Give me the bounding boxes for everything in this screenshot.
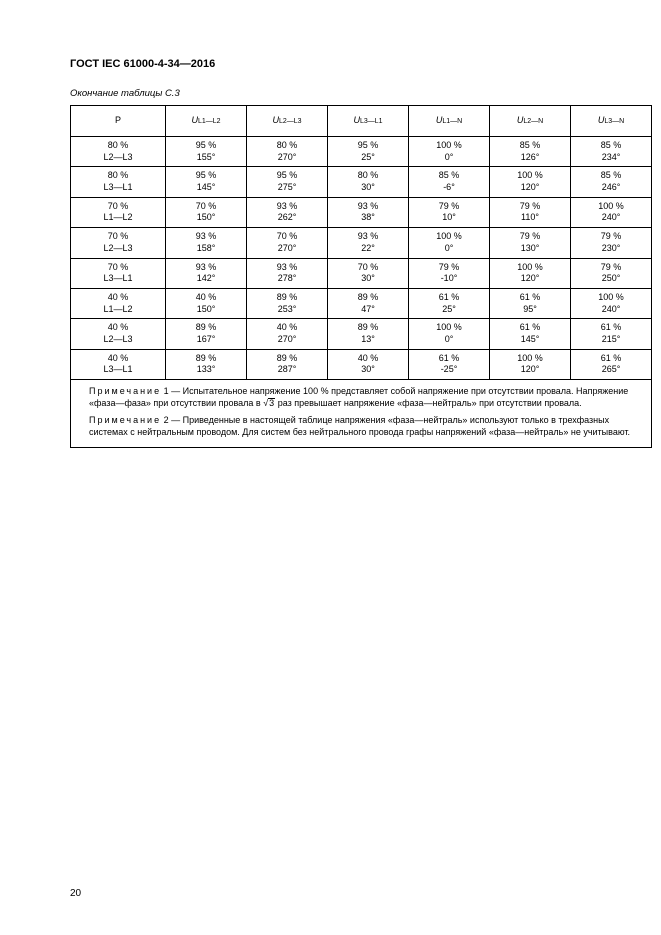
table-cell: 79 %-10°	[409, 258, 490, 288]
table-cell: 61 %-25°	[409, 349, 490, 379]
table-row: 80 %L3—L195 %145°95 %275°80 %30°85 %-6°1…	[71, 167, 652, 197]
header-u1: UL1—L2	[166, 106, 247, 137]
table-cell: 93 %262°	[247, 197, 328, 227]
table-cell: 93 %278°	[247, 258, 328, 288]
table-cell: 100 %120°	[490, 167, 571, 197]
table-cell: 95 %155°	[166, 137, 247, 167]
table-cell: 79 %230°	[571, 228, 652, 258]
table-cell: 79 %10°	[409, 197, 490, 227]
header-u5: UL2—N	[490, 106, 571, 137]
table-cell: 61 %145°	[490, 319, 571, 349]
table-cell: 61 %95°	[490, 288, 571, 318]
header-u3: UL3—L1	[328, 106, 409, 137]
table-cell: 95 %25°	[328, 137, 409, 167]
table-cell: 70 %270°	[247, 228, 328, 258]
table-cell: 70 %150°	[166, 197, 247, 227]
row-label: 40 %L1—L2	[71, 288, 166, 318]
table-cell: 93 %38°	[328, 197, 409, 227]
note1-body-b: раз превышает напряжение «фаза—ней­траль…	[275, 398, 581, 408]
header-u6: UL3—N	[571, 106, 652, 137]
table-row: 70 %L2—L393 %158°70 %270°93 %22°100 %0°7…	[71, 228, 652, 258]
table-cell: 93 %158°	[166, 228, 247, 258]
header-u2: UL2—L3	[247, 106, 328, 137]
note1-num: 1 —	[161, 386, 183, 396]
table-cell: 85 %246°	[571, 167, 652, 197]
table-cell: 89 %253°	[247, 288, 328, 318]
note2-lead: Примечание	[89, 415, 161, 425]
table-cell: 79 %250°	[571, 258, 652, 288]
table-row: 40 %L1—L240 %150°89 %253°89 %47°61 %25°6…	[71, 288, 652, 318]
table-cell: 61 %215°	[571, 319, 652, 349]
table-cell: 70 %30°	[328, 258, 409, 288]
note2-num: 2 —	[161, 415, 183, 425]
table-cell: 85 %234°	[571, 137, 652, 167]
table-cell: 79 %130°	[490, 228, 571, 258]
table-continuation-label: Окончание таблицы С.3	[70, 88, 613, 99]
header-p: P	[71, 106, 166, 137]
table-cell: 100 %240°	[571, 288, 652, 318]
row-label: 70 %L1—L2	[71, 197, 166, 227]
table-row: 40 %L2—L389 %167°40 %270°89 %13°100 %0°6…	[71, 319, 652, 349]
table-cell: 61 %25°	[409, 288, 490, 318]
document-header: ГОСТ IEC 61000-4-34—2016	[70, 58, 613, 70]
table-notes: Примечание 1 — Испытательное напряжение …	[71, 380, 652, 448]
table-cell: 61 %265°	[571, 349, 652, 379]
row-label: 80 %L3—L1	[71, 167, 166, 197]
table-cell: 89 %133°	[166, 349, 247, 379]
table-cell: 93 %142°	[166, 258, 247, 288]
table-header-row: P UL1—L2 UL2—L3 UL3—L1 UL1—N UL2—N UL3—N	[71, 106, 652, 137]
row-label: 40 %L3—L1	[71, 349, 166, 379]
table-row: 80 %L2—L395 %155°80 %270°95 %25°100 %0°8…	[71, 137, 652, 167]
table-cell: 100 %0°	[409, 319, 490, 349]
table-cell: 89 %13°	[328, 319, 409, 349]
table-cell: 89 %167°	[166, 319, 247, 349]
table-cell: 85 %126°	[490, 137, 571, 167]
row-label: 40 %L2—L3	[71, 319, 166, 349]
row-label: 70 %L3—L1	[71, 258, 166, 288]
row-label: 80 %L2—L3	[71, 137, 166, 167]
table-cell: 80 %30°	[328, 167, 409, 197]
table-cell: 95 %145°	[166, 167, 247, 197]
table-cell: 85 %-6°	[409, 167, 490, 197]
table-cell: 100 %0°	[409, 137, 490, 167]
table-cell: 93 %22°	[328, 228, 409, 258]
table-cell: 40 %30°	[328, 349, 409, 379]
table-cell: 100 %120°	[490, 258, 571, 288]
table-cell: 89 %287°	[247, 349, 328, 379]
row-label: 70 %L2—L3	[71, 228, 166, 258]
header-u4: UL1—N	[409, 106, 490, 137]
page-number: 20	[70, 888, 81, 899]
table-row: 70 %L3—L193 %142°93 %278°70 %30°79 %-10°…	[71, 258, 652, 288]
table-row: 70 %L1—L270 %150°93 %262°93 %38°79 %10°7…	[71, 197, 652, 227]
table-cell: 80 %270°	[247, 137, 328, 167]
table-cell: 100 %120°	[490, 349, 571, 379]
table-cell: 100 %0°	[409, 228, 490, 258]
table-row: 40 %L3—L189 %133°89 %287°40 %30°61 %-25°…	[71, 349, 652, 379]
voltage-table: P UL1—L2 UL2—L3 UL3—L1 UL1—N UL2—N UL3—N…	[70, 105, 652, 448]
note1-lead: Примечание	[89, 386, 161, 396]
table-cell: 100 %240°	[571, 197, 652, 227]
table-cell: 79 %110°	[490, 197, 571, 227]
table-cell: 40 %270°	[247, 319, 328, 349]
table-cell: 89 %47°	[328, 288, 409, 318]
table-cell: 40 %150°	[166, 288, 247, 318]
table-cell: 95 %275°	[247, 167, 328, 197]
